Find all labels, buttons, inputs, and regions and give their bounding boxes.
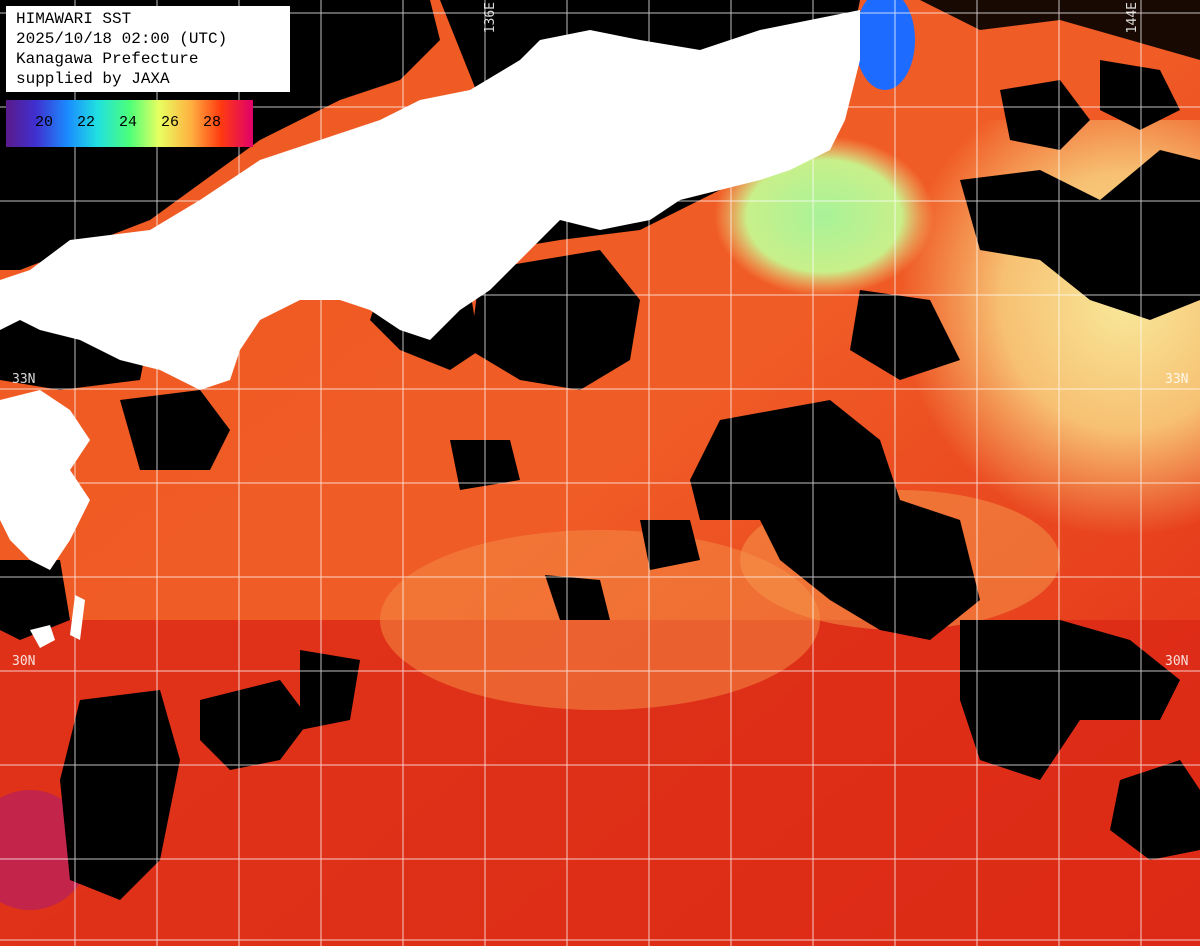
product-title: HIMAWARI SST xyxy=(16,10,132,28)
lat-label-30n-left: 30N xyxy=(12,654,36,669)
temperature-legend: 20 22 24 26 28 xyxy=(6,100,253,147)
lat-label-30n: 30N xyxy=(1165,654,1189,669)
legend-tick-26: 26 xyxy=(161,114,180,131)
region-label: Kanagawa Prefecture xyxy=(16,50,199,68)
blue-patch xyxy=(855,0,915,90)
legend-tick-20: 20 xyxy=(35,114,54,131)
lat-label-33n-left: 33N xyxy=(12,372,36,387)
timestamp: 2025/10/18 02:00 (UTC) xyxy=(16,30,228,48)
legend-tick-28: 28 xyxy=(203,114,222,131)
legend-tick-22: 22 xyxy=(77,114,96,131)
lat-label-33n: 33N xyxy=(1165,372,1189,387)
info-box: HIMAWARI SST 2025/10/18 02:00 (UTC) Kana… xyxy=(6,6,290,92)
legend-tick-24: 24 xyxy=(119,114,138,131)
lon-label-136e: 136E xyxy=(483,2,498,34)
credit-label: supplied by JAXA xyxy=(16,70,170,88)
lon-label-144e: 144E xyxy=(1125,2,1140,34)
legend-colorbar xyxy=(6,100,253,147)
